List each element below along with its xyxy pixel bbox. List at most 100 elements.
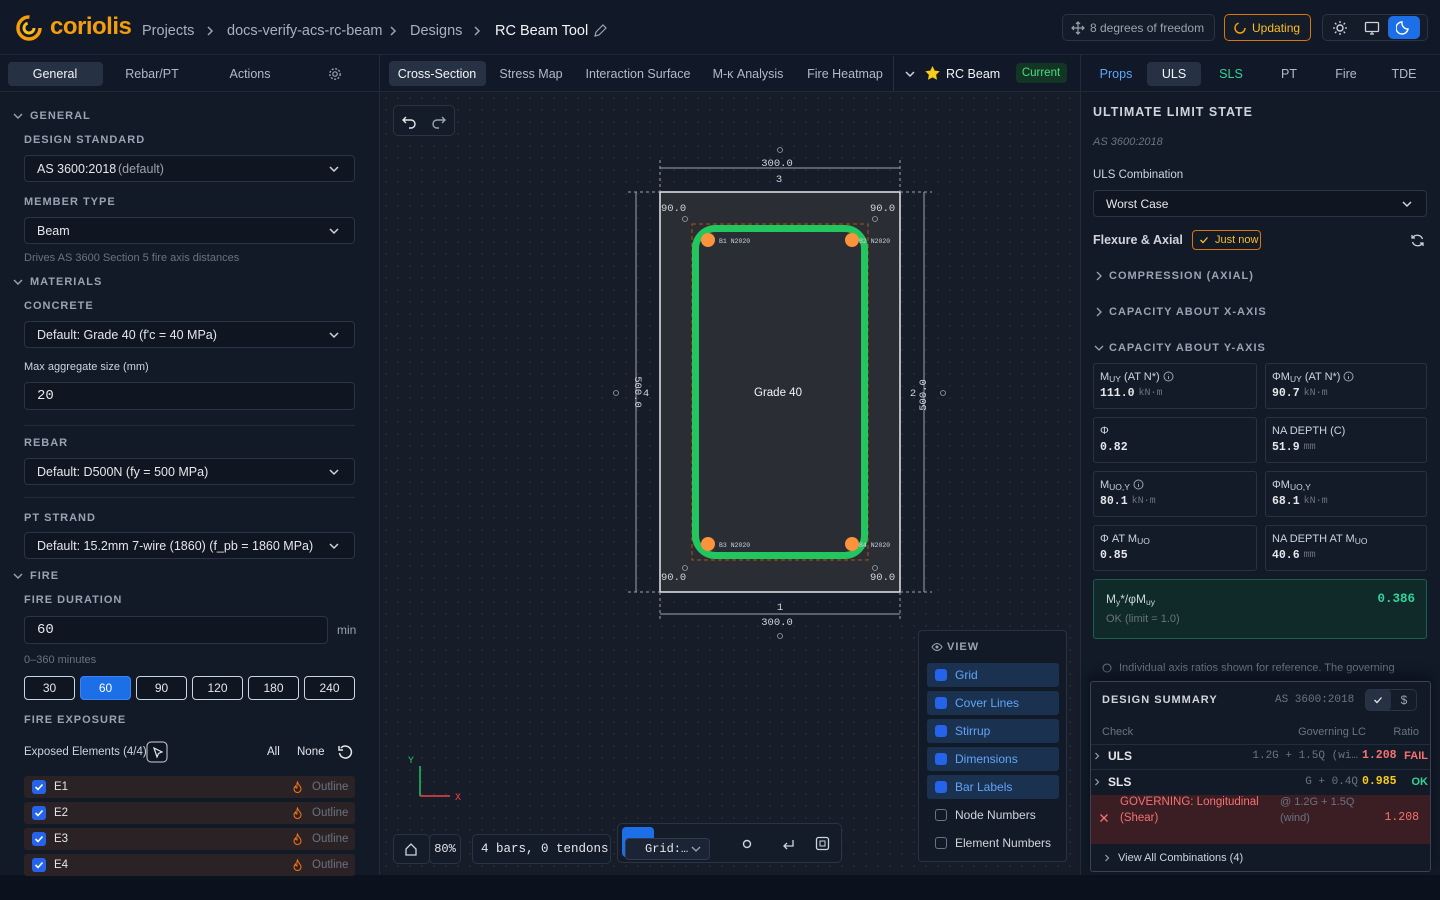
view-option-bg[interactable]: [927, 747, 1059, 771]
duration-preset[interactable]: [24, 676, 75, 700]
exposure-row[interactable]: [24, 854, 355, 876]
group-heading[interactable]: COMPRESSION (AXIAL): [1109, 270, 1254, 282]
view-checkbox[interactable]: [935, 725, 947, 737]
home-button[interactable]: [393, 834, 430, 864]
left-tab[interactable]: Rebar/PT: [125, 67, 179, 81]
center-tab[interactable]: Cross-Section: [397, 67, 477, 81]
node-tool[interactable]: [740, 837, 754, 851]
group-heading[interactable]: CAPACITY ABOUT X-AXIS: [1109, 306, 1267, 318]
right-tab[interactable]: ULS: [1161, 67, 1187, 81]
return-tool[interactable]: [781, 837, 795, 851]
currency-button[interactable]: $: [1400, 693, 1408, 707]
collapse-caret[interactable]: [12, 110, 24, 122]
left-tab[interactable]: Actions: [229, 67, 271, 81]
center-tab[interactable]: Stress Map: [499, 67, 563, 81]
collapse-caret[interactable]: [12, 276, 24, 288]
expand-toggle[interactable]: [1102, 853, 1112, 863]
aggregate-input[interactable]: [24, 382, 355, 410]
reset-button[interactable]: [337, 744, 353, 760]
fit-tool[interactable]: [815, 836, 830, 851]
row-toggle[interactable]: [1092, 777, 1102, 787]
checkbox[interactable]: [32, 858, 46, 872]
right-tab[interactable]: TDE: [1391, 67, 1417, 81]
right-tab[interactable]: Fire: [1335, 67, 1357, 81]
depth-dimension: 500.0: [918, 379, 930, 411]
view-checkbox[interactable]: [935, 809, 947, 821]
group-heading[interactable]: CAPACITY ABOUT Y-AXIS: [1109, 342, 1266, 354]
select-all[interactable]: All: [267, 746, 280, 758]
duration-preset[interactable]: [136, 676, 187, 700]
view-option-bg[interactable]: [927, 775, 1059, 799]
element-name: E3: [54, 833, 69, 845]
exposure-row[interactable]: [24, 828, 355, 850]
design-standard[interactable]: [24, 155, 355, 182]
duration-preset[interactable]: [80, 676, 131, 700]
cover-dimension: 90.0: [661, 572, 686, 584]
tab-active-bg: [8, 62, 103, 86]
theme-system[interactable]: [1364, 20, 1380, 36]
left-tab[interactable]: General: [32, 67, 78, 81]
view-checkbox[interactable]: [935, 697, 947, 709]
label-subscript: UO: [1354, 536, 1368, 546]
pt-select[interactable]: [24, 532, 355, 559]
select-none[interactable]: None: [297, 746, 325, 758]
view-option-bg[interactable]: [927, 663, 1059, 687]
collapse-caret[interactable]: [12, 570, 24, 582]
icon-shape: [1333, 21, 1347, 35]
group-toggle[interactable]: [1093, 270, 1105, 282]
element-name: E4: [54, 859, 69, 871]
breadcrumb[interactable]: docs-verify-acs-rc-beam: [227, 23, 383, 39]
center-tab[interactable]: Interaction Surface: [585, 67, 691, 81]
select-chevron: [329, 543, 339, 550]
breadcrumb[interactable]: Projects: [142, 23, 195, 39]
right-tab[interactable]: Props: [1099, 67, 1133, 81]
view-checkbox[interactable]: [935, 753, 947, 765]
view-checkbox[interactable]: [935, 669, 947, 681]
governing-lc: 1.2G + 1.5Q (wi…: [1252, 750, 1358, 762]
group-toggle[interactable]: [1093, 306, 1105, 318]
duration-preset[interactable]: [248, 676, 299, 700]
lock-icon: [777, 633, 783, 639]
view-option: Grid: [955, 668, 978, 682]
checkbox[interactable]: [32, 780, 46, 794]
center-tab[interactable]: M-κ Analysis: [712, 67, 784, 81]
exposure-row[interactable]: [24, 802, 355, 824]
view-option-bg[interactable]: [927, 691, 1059, 715]
right-tab[interactable]: PT: [1281, 67, 1297, 81]
exposure-row[interactable]: [24, 776, 355, 798]
result-card: [1093, 471, 1257, 517]
group-toggle[interactable]: [1093, 342, 1105, 354]
combo-select[interactable]: [1093, 190, 1427, 217]
duration-preset[interactable]: [304, 676, 355, 700]
duration-input[interactable]: [24, 616, 328, 644]
design-dropdown[interactable]: [903, 67, 917, 81]
view-option-bg[interactable]: [927, 719, 1059, 743]
view-checkbox[interactable]: [935, 837, 947, 849]
redo-button[interactable]: [431, 113, 447, 129]
refresh-button[interactable]: [1410, 233, 1425, 248]
concrete-select[interactable]: [24, 321, 355, 348]
label-text: (AT N*): [1301, 371, 1341, 383]
select-elements-button[interactable]: [146, 741, 168, 763]
duration-preset[interactable]: [192, 676, 243, 700]
design-standard-value: AS 3600:2018: [37, 161, 117, 176]
undo-button[interactable]: [401, 113, 417, 129]
breadcrumb[interactable]: Designs: [410, 23, 463, 39]
check-icon[interactable]: [1373, 695, 1383, 705]
rebar-select[interactable]: [24, 458, 355, 485]
checkbox[interactable]: [32, 832, 46, 846]
row-toggle[interactable]: [1092, 751, 1102, 761]
checkbox[interactable]: [32, 806, 46, 820]
rename-button[interactable]: [592, 23, 608, 39]
right-tab[interactable]: SLS: [1219, 67, 1243, 81]
view-all-combinations[interactable]: View All Combinations (4): [1118, 852, 1244, 864]
ratio-label: My*/φMuy: [1106, 590, 1155, 611]
view-checkbox[interactable]: [935, 781, 947, 793]
view-option: Node Numbers: [955, 808, 1036, 822]
settings-button[interactable]: [328, 67, 342, 81]
grid-select[interactable]: [625, 838, 710, 860]
member-type[interactable]: [24, 217, 355, 244]
center-tab[interactable]: Fire Heatmap: [807, 67, 883, 81]
theme-light[interactable]: [1332, 20, 1348, 36]
icon-shape: [742, 839, 752, 849]
